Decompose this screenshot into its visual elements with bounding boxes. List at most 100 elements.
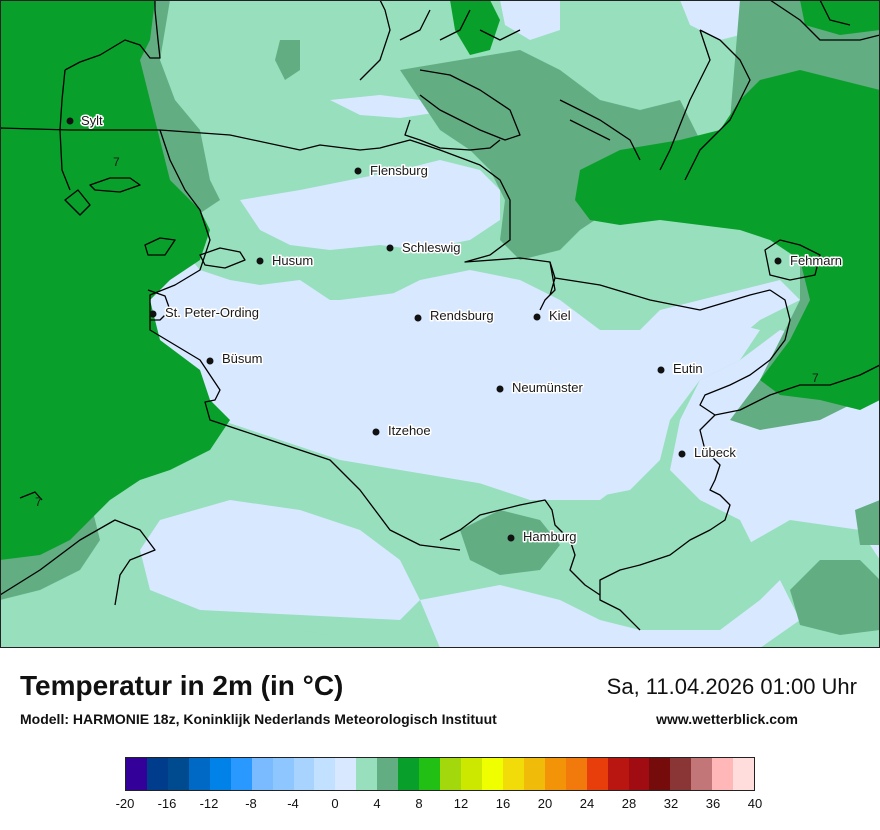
city-dot <box>533 313 541 321</box>
city-eutin[interactable]: Eutin <box>657 360 704 378</box>
legend-color-swatch <box>167 758 189 790</box>
legend-colorbar <box>125 757 755 791</box>
legend-color-swatch <box>398 758 420 790</box>
coast-east-holstein <box>699 289 880 416</box>
legend-color-swatch <box>523 758 545 790</box>
coast-islands-3 <box>144 237 176 256</box>
city-kiel[interactable]: Kiel <box>533 307 572 325</box>
legend-color-swatch <box>544 758 566 790</box>
legend-tick-label: 40 <box>747 796 763 811</box>
city-flensburg[interactable]: Flensburg <box>354 162 429 180</box>
city-husum[interactable]: Husum <box>256 252 315 270</box>
city-dot <box>507 534 515 542</box>
legend-ticks: -20 -16 -12 -8 -4 0 4 8 12 16 20 24 28 32 36 40 <box>116 796 763 816</box>
city-label: Husum <box>272 253 313 268</box>
city-rendsburg[interactable]: Rendsburg <box>414 307 495 325</box>
legend-tick-label: 24 <box>579 796 595 811</box>
city-sylt[interactable]: Sylt <box>66 112 105 130</box>
legend-color-swatch <box>502 758 524 790</box>
legend-color-swatch <box>440 758 461 790</box>
city-label: Schleswig <box>402 240 461 255</box>
legend-color-swatch <box>293 758 315 790</box>
city-dot <box>386 244 394 252</box>
city-label: Neumünster <box>512 380 583 395</box>
legend-color-swatch <box>356 758 378 790</box>
band-0-2-interior <box>140 0 800 648</box>
legend-color-swatch <box>649 758 671 790</box>
coastlines <box>0 0 880 631</box>
city-dot <box>256 257 264 265</box>
legend-tick-label: 8 <box>415 796 423 811</box>
city-dot <box>657 366 665 374</box>
legend-color-swatch <box>230 758 252 790</box>
contour-label: 7 <box>812 371 819 385</box>
legend-color-swatch <box>733 758 755 790</box>
city-neumuenster[interactable]: Neumünster <box>496 379 585 397</box>
website-link[interactable]: www.wetterblick.com <box>656 711 798 727</box>
coast-kiel-fjord <box>539 261 556 311</box>
legend-color-swatch <box>712 758 734 790</box>
city-dot <box>496 385 504 393</box>
legend-tick-label: 36 <box>705 796 721 811</box>
city-schleswig[interactable]: Schleswig <box>386 239 462 257</box>
border-mecklenburg <box>599 414 731 631</box>
legend-tick-label: 32 <box>663 796 679 811</box>
city-itzehoe[interactable]: Itzehoe <box>372 422 432 440</box>
legend-tick-label: 0 <box>331 796 339 811</box>
coast-schlei <box>404 119 501 151</box>
legend-tick-label: -16 <box>157 796 177 811</box>
legend-color-swatch <box>461 758 482 790</box>
city-label: Rendsburg <box>430 308 494 323</box>
city-st-peter-ording[interactable]: St. Peter-Ording <box>149 304 260 322</box>
city-label: Büsum <box>222 351 262 366</box>
coast-neuwerk <box>19 491 43 501</box>
coast-lolland <box>769 0 880 41</box>
legend-color-swatch <box>670 758 692 790</box>
border-denmark-germany <box>0 127 771 311</box>
legend-tick-label: 20 <box>537 796 553 811</box>
city-dot <box>372 428 380 436</box>
legend-color-swatch <box>335 758 357 790</box>
city-dot <box>149 310 157 318</box>
city-label: Flensburg <box>370 163 428 178</box>
city-dot <box>66 117 74 125</box>
legend-color-swatch <box>419 758 441 790</box>
city-label: Hamburg <box>523 529 576 544</box>
city-buesum[interactable]: Büsum <box>206 350 264 368</box>
city-label: Itzehoe <box>388 423 431 438</box>
city-fehmarn[interactable]: Fehmarn <box>774 252 844 270</box>
coast-elbe-south <box>0 519 156 606</box>
legend-tick-label: 16 <box>495 796 511 811</box>
coast-baltic-north <box>419 69 521 141</box>
border-hamburg <box>439 499 601 596</box>
city-hamburg[interactable]: Hamburg <box>507 528 578 546</box>
city-label: Lübeck <box>694 445 736 460</box>
city-luebeck[interactable]: Lübeck <box>678 444 738 462</box>
city-dot <box>774 257 782 265</box>
legend-color-swatch <box>628 758 650 790</box>
coast-fehmarn <box>764 239 821 281</box>
coast-mainland-west <box>149 129 461 551</box>
legend-color-swatch <box>607 758 629 790</box>
coast-eiderstedt <box>147 289 171 321</box>
legend-color-swatch <box>691 758 713 790</box>
band-6-8 <box>0 0 880 560</box>
coast-islands-4 <box>199 247 246 269</box>
legend-tick-label: 4 <box>373 796 381 811</box>
forecast-datetime: Sa, 11.04.2026 01:00 Uhr <box>606 674 857 699</box>
coast-islands-2 <box>64 189 91 216</box>
legend-tick-label: -12 <box>199 796 219 811</box>
legend-tick-label: -20 <box>115 796 135 811</box>
model-info: Modell: HARMONIE 18z, Koninklijk Nederla… <box>20 711 497 727</box>
legend-color-swatch <box>188 758 210 790</box>
legend-color-swatch <box>481 758 503 790</box>
legend-color-swatch <box>146 758 168 790</box>
city-dot <box>206 357 214 365</box>
city-label: St. Peter-Ording <box>165 305 259 320</box>
contour-label: 7 <box>113 155 120 169</box>
map-title: Temperatur in 2m (in °C) <box>20 670 344 701</box>
legend-color-swatch <box>565 758 587 790</box>
legend-tick-label: 12 <box>453 796 469 811</box>
city-label: Fehmarn <box>790 253 842 268</box>
coast-islands-1 <box>89 177 141 193</box>
